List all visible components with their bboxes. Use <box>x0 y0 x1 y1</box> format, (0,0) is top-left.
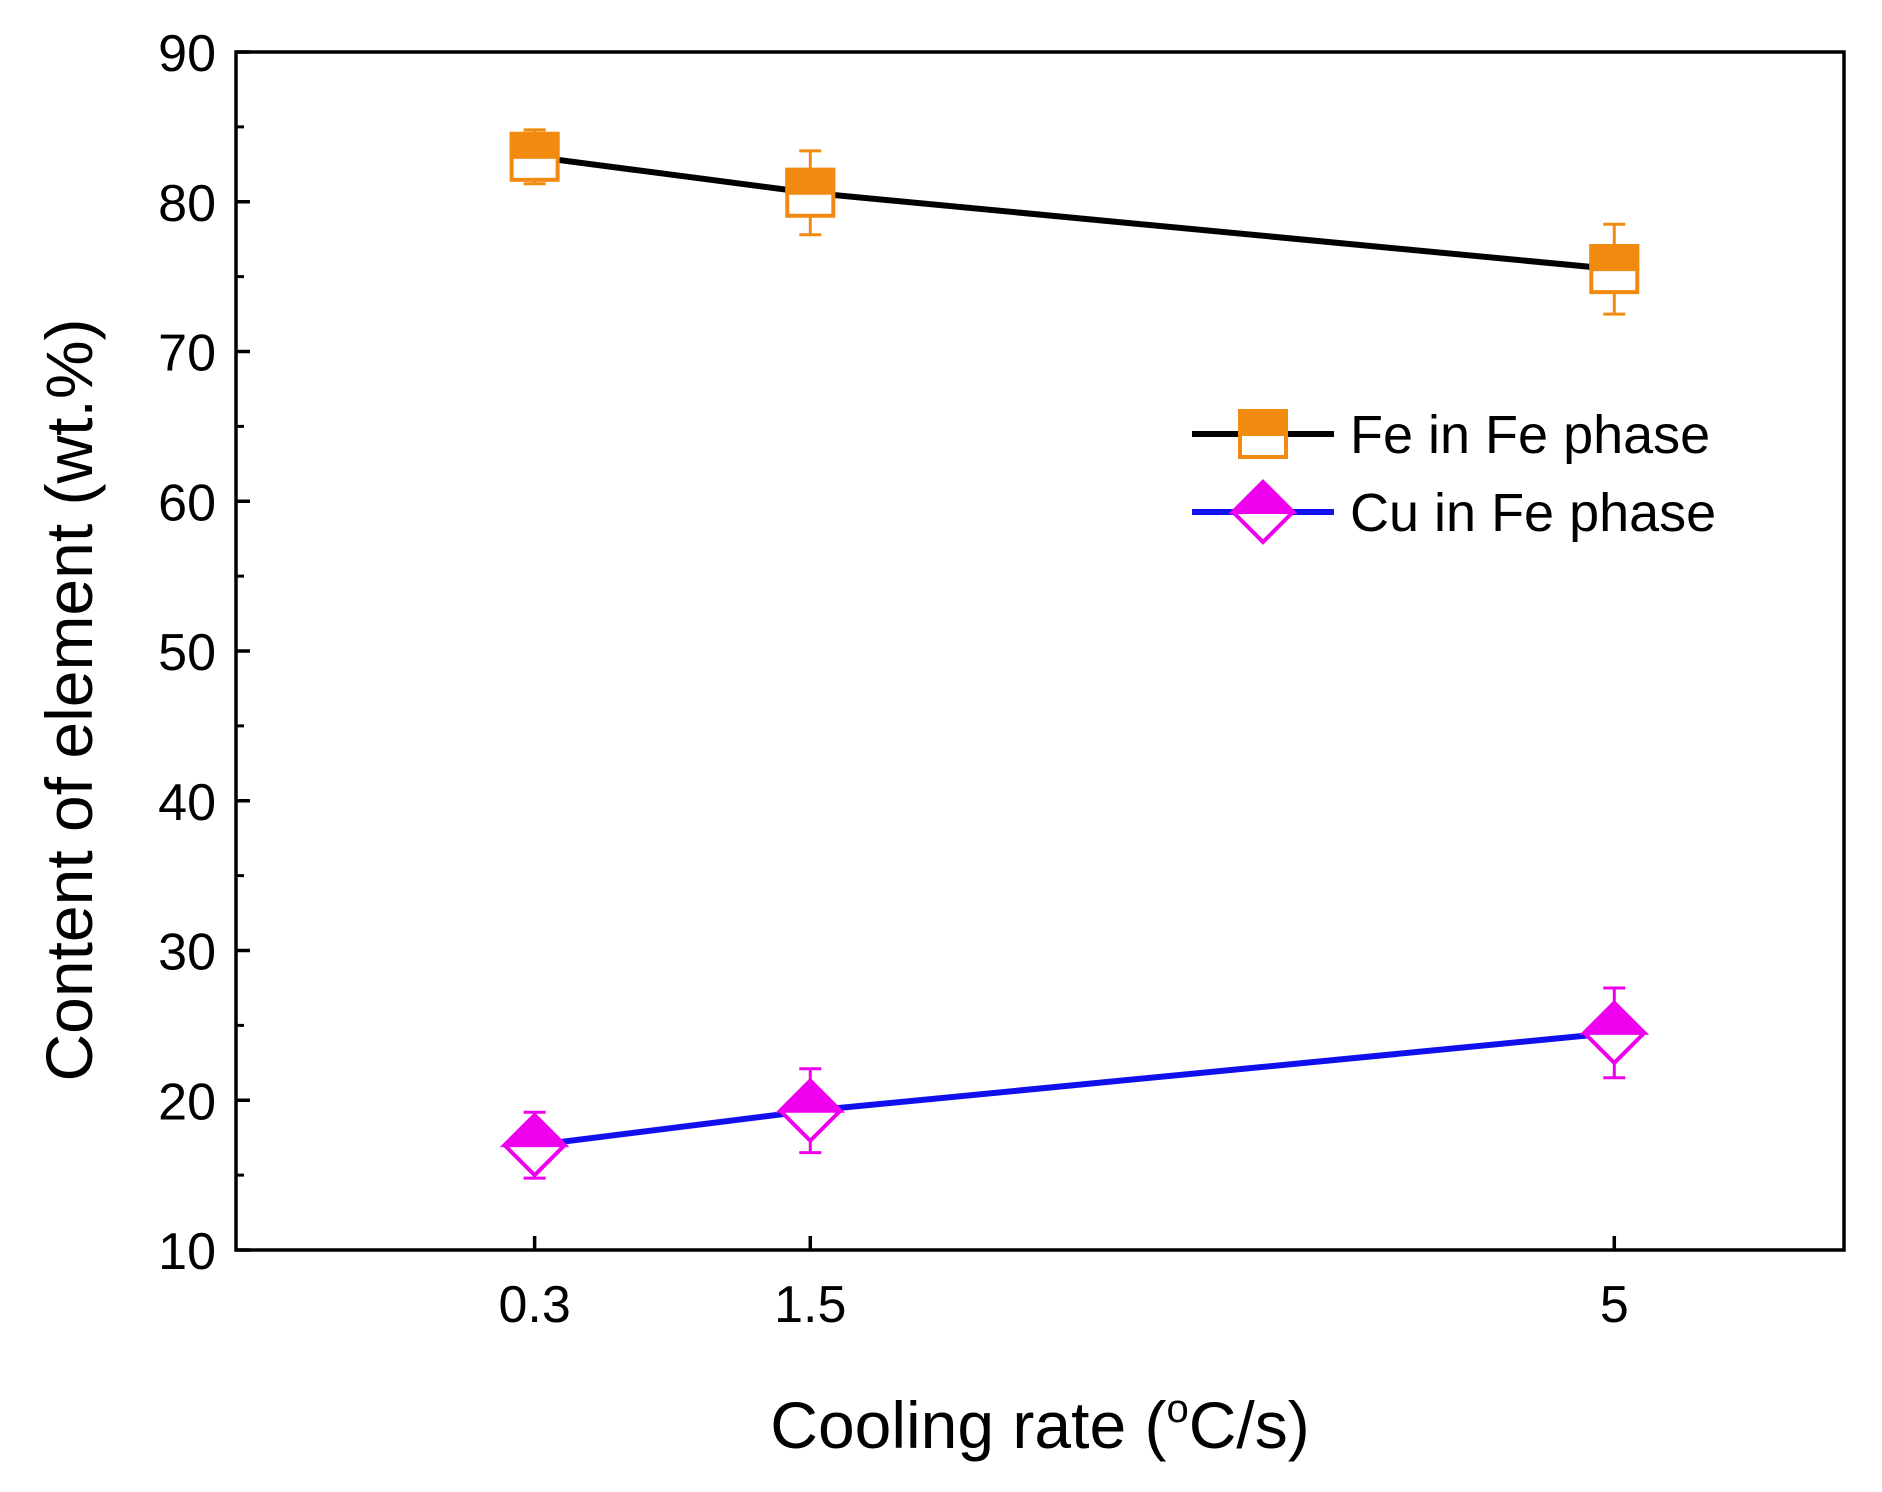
legend-label-1: Cu in Fe phase <box>1350 483 1716 543</box>
legend-marker-diamond-fill <box>1228 479 1298 514</box>
axes-layer: 10 20 30 40 50 60 70 80 90 0.3 1.5 5 <box>158 25 1846 1334</box>
y-axis-label: Content of element (wt.%) <box>32 319 106 1082</box>
y-tick-label: 40 <box>158 774 216 832</box>
y-tick-label: 90 <box>158 25 216 83</box>
data-point-diamond-fill <box>1579 1000 1650 1035</box>
data-point-square <box>785 167 836 218</box>
y-tick-label: 50 <box>158 624 216 682</box>
legend: Fe in Fe phase Cu in Fe phase <box>1192 405 1716 545</box>
x-tick-label: 1.5 <box>774 1276 846 1334</box>
legend-marker-diamond <box>1228 479 1298 545</box>
data-point-square <box>509 131 560 182</box>
legend-marker-square-fill <box>1238 409 1288 436</box>
y-tick-label: 80 <box>158 175 216 233</box>
data-point-diamond-fill <box>499 1112 570 1148</box>
plot-layer <box>499 128 1650 1180</box>
y-tick-label: 70 <box>158 325 216 383</box>
data-point-diamond-fill <box>775 1077 846 1113</box>
x-tick-label: 5 <box>1600 1276 1629 1334</box>
x-axis-label-degree: o <box>1166 1387 1188 1431</box>
x-axis-label-post: C/s) <box>1189 1388 1310 1462</box>
data-point-diamond <box>775 1077 846 1144</box>
data-point-diamond <box>1579 1000 1650 1066</box>
legend-label-0: Fe in Fe phase <box>1350 405 1710 465</box>
legend-marker-square <box>1238 409 1288 459</box>
data-point-square-fill <box>785 167 836 195</box>
x-axis-label: Cooling rate (oC/s) <box>770 1387 1309 1462</box>
y-tick-label: 20 <box>158 1073 216 1131</box>
data-point-diamond <box>499 1112 570 1179</box>
data-point-square <box>1589 244 1640 295</box>
y-tick-label: 10 <box>158 1223 216 1281</box>
y-tick-label: 60 <box>158 474 216 532</box>
data-point-square-fill <box>1589 244 1640 272</box>
x-tick-label: 0.3 <box>498 1276 570 1334</box>
data-point-square-fill <box>509 131 560 159</box>
y-tick-label: 30 <box>158 924 216 982</box>
x-axis-label-pre: Cooling rate ( <box>770 1388 1166 1462</box>
